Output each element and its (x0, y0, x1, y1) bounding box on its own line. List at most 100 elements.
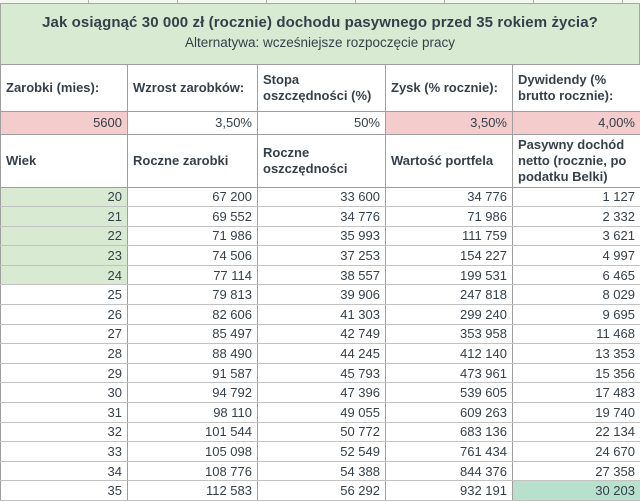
cell-wartosc-portfela[interactable]: 199 531 (385, 265, 513, 286)
cell-wiek[interactable]: 28 (0, 343, 128, 364)
param-header-dywidendy[interactable]: Dywidendy (% brutto rocznie): (512, 65, 640, 112)
cell-roczne-zarobki[interactable]: 91 587 (127, 363, 258, 384)
cell-roczne-zarobki[interactable]: 77 114 (127, 265, 258, 286)
cell-pasywny-dochod[interactable]: 27 358 (512, 461, 640, 482)
cell-pasywny-dochod[interactable]: 19 740 (512, 402, 640, 423)
cell-roczne-zarobki[interactable]: 79 813 (127, 284, 258, 306)
cell-pasywny-dochod[interactable]: 2 332 (512, 206, 640, 227)
cell-roczne-zarobki[interactable]: 69 552 (127, 206, 258, 227)
cell-wiek[interactable]: 30 (0, 382, 128, 404)
cell-wiek[interactable]: 25 (0, 284, 128, 306)
cell-wartosc-portfela[interactable]: 932 191 (385, 480, 513, 501)
cell-wiek[interactable]: 26 (0, 304, 128, 325)
cell-pasywny-dochod[interactable]: 9 695 (512, 304, 640, 325)
cell-roczne-oszczednosci[interactable]: 34 776 (257, 206, 386, 227)
cell-wartosc-portfela[interactable]: 761 434 (385, 441, 513, 462)
cell-wiek[interactable]: 34 (0, 461, 128, 482)
cell-roczne-zarobki[interactable]: 94 792 (127, 382, 258, 404)
param-value-wzrost[interactable]: 3,50% (127, 111, 258, 135)
cell-pasywny-dochod[interactable]: 4 997 (512, 245, 640, 266)
cell-roczne-zarobki[interactable]: 67 200 (127, 187, 258, 208)
cell-wartosc-portfela[interactable]: 353 958 (385, 324, 513, 345)
param-header-stopa[interactable]: Stopa oszczędności (%) (257, 65, 386, 112)
cell-pasywny-dochod[interactable]: 3 621 (512, 226, 640, 247)
col-header-roczne-zarobki[interactable]: Roczne zarobki (127, 134, 258, 188)
cell-wartosc-portfela[interactable]: 247 818 (385, 284, 513, 306)
param-header-zysk[interactable]: Zysk (% rocznie): (385, 65, 513, 112)
param-value-dywidendy[interactable]: 4,00% (512, 111, 640, 135)
cell-pasywny-dochod[interactable]: 24 670 (512, 441, 640, 462)
cell-wiek[interactable]: 33 (0, 441, 128, 462)
cell-wartosc-portfela[interactable]: 473 961 (385, 363, 513, 384)
cell-roczne-zarobki[interactable]: 82 606 (127, 304, 258, 325)
cell-wiek[interactable]: 35 (0, 480, 128, 501)
cell-roczne-zarobki[interactable]: 105 098 (127, 441, 258, 462)
cell-roczne-oszczednosci[interactable]: 41 303 (257, 304, 386, 325)
table-row: 29 91 587 45 793 473 961 15 356 (0, 363, 640, 384)
cell-roczne-oszczednosci[interactable]: 42 749 (257, 324, 386, 345)
title-banner[interactable]: Jak osiągnąć 30 000 zł (rocznie) dochodu… (0, 3, 640, 65)
cell-wiek[interactable]: 21 (0, 206, 128, 227)
cell-pasywny-dochod[interactable]: 6 465 (512, 265, 640, 286)
param-value-stopa[interactable]: 50% (257, 111, 386, 135)
cell-wartosc-portfela[interactable]: 154 227 (385, 245, 513, 266)
cell-roczne-oszczednosci[interactable]: 38 557 (257, 265, 386, 286)
cell-wartosc-portfela[interactable]: 111 759 (385, 226, 513, 247)
cell-roczne-zarobki[interactable]: 85 497 (127, 324, 258, 345)
cell-pasywny-dochod[interactable]: 11 468 (512, 324, 640, 345)
cell-roczne-oszczednosci[interactable]: 33 600 (257, 187, 386, 208)
param-value-zysk[interactable]: 3,50% (385, 111, 513, 135)
cell-roczne-oszczednosci[interactable]: 56 292 (257, 480, 386, 501)
cell-roczne-zarobki[interactable]: 101 544 (127, 422, 258, 443)
cell-wartosc-portfela[interactable]: 299 240 (385, 304, 513, 325)
cell-roczne-oszczednosci[interactable]: 54 388 (257, 461, 386, 482)
col-header-roczne-oszczednosci[interactable]: Roczne oszczędności (257, 134, 386, 188)
cell-wartosc-portfela[interactable]: 844 376 (385, 461, 513, 482)
param-header-zarobki[interactable]: Zarobki (mies): (0, 65, 128, 112)
cell-wartosc-portfela[interactable]: 609 263 (385, 402, 513, 423)
cell-wiek[interactable]: 23 (0, 245, 128, 266)
cell-wartosc-portfela[interactable]: 412 140 (385, 343, 513, 364)
table-row: 26 82 606 41 303 299 240 9 695 (0, 304, 640, 325)
cell-wiek[interactable]: 27 (0, 324, 128, 345)
cell-roczne-oszczednosci[interactable]: 37 253 (257, 245, 386, 266)
cell-pasywny-dochod[interactable]: 30 203 (512, 480, 640, 501)
cell-roczne-oszczednosci[interactable]: 50 772 (257, 422, 386, 443)
cell-pasywny-dochod[interactable]: 15 356 (512, 363, 640, 384)
cell-roczne-zarobki[interactable]: 112 583 (127, 480, 258, 501)
cell-roczne-zarobki[interactable]: 74 506 (127, 245, 258, 266)
cell-wartosc-portfela[interactable]: 34 776 (385, 187, 513, 208)
cell-wartosc-portfela[interactable]: 71 986 (385, 206, 513, 227)
cell-wiek[interactable]: 32 (0, 422, 128, 443)
cell-roczne-oszczednosci[interactable]: 47 396 (257, 382, 386, 404)
cell-roczne-zarobki[interactable]: 88 490 (127, 343, 258, 364)
col-header-wiek[interactable]: Wiek (0, 134, 128, 188)
cell-wiek[interactable]: 31 (0, 402, 128, 423)
cell-wartosc-portfela[interactable]: 683 136 (385, 422, 513, 443)
cell-wiek[interactable]: 22 (0, 226, 128, 247)
col-header-pasywny-dochod[interactable]: Pasywny dochód netto (rocznie, po podatk… (512, 134, 640, 188)
param-value-zarobki[interactable]: 5600 (0, 111, 128, 135)
cell-wiek[interactable]: 24 (0, 265, 128, 286)
cell-pasywny-dochod[interactable]: 1 127 (512, 187, 640, 208)
cell-wartosc-portfela[interactable]: 539 605 (385, 382, 513, 404)
cell-roczne-oszczednosci[interactable]: 49 055 (257, 402, 386, 423)
cell-roczne-zarobki[interactable]: 98 110 (127, 402, 258, 423)
table-body: 20 67 200 33 600 34 776 1 127 21 69 552 34 776 7… (0, 187, 640, 501)
cell-roczne-oszczednosci[interactable]: 44 245 (257, 343, 386, 364)
cell-pasywny-dochod[interactable]: 22 134 (512, 422, 640, 443)
cell-roczne-oszczednosci[interactable]: 35 993 (257, 226, 386, 247)
cell-pasywny-dochod[interactable]: 13 353 (512, 343, 640, 364)
cell-wiek[interactable]: 29 (0, 363, 128, 384)
cell-roczne-oszczednosci[interactable]: 39 906 (257, 284, 386, 306)
col-header-wartosc-portfela[interactable]: Wartość portfela (385, 134, 513, 188)
cell-roczne-zarobki[interactable]: 108 776 (127, 461, 258, 482)
cell-roczne-oszczednosci[interactable]: 52 549 (257, 441, 386, 462)
cell-pasywny-dochod[interactable]: 8 029 (512, 284, 640, 306)
param-header-wzrost[interactable]: Wzrost zarobków: (127, 65, 258, 112)
cell-roczne-zarobki[interactable]: 71 986 (127, 226, 258, 247)
cell-pasywny-dochod[interactable]: 17 483 (512, 382, 640, 404)
cell-roczne-oszczednosci[interactable]: 45 793 (257, 363, 386, 384)
cell-wiek[interactable]: 20 (0, 187, 128, 208)
